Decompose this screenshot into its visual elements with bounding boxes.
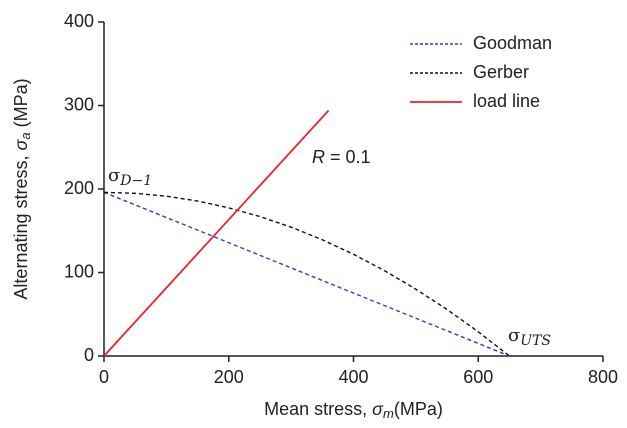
x-axis-label-symbol: σ	[372, 399, 384, 419]
legend-label: load line	[473, 91, 540, 111]
annotation-sub: D−1	[119, 173, 152, 189]
y-axis-label-sub: a	[18, 132, 33, 139]
series-line	[103, 109, 330, 357]
annotation-symbol: σ	[508, 325, 520, 346]
y-axis-label-symbol: σ	[11, 139, 31, 151]
x-axis-label-unit: (MPa)	[394, 399, 443, 419]
y-axis-label-text: Alternating stress,	[11, 151, 31, 300]
annotation-sub: UTS	[520, 333, 551, 349]
y-axis-label: Alternating stress, σa (MPa)	[11, 78, 34, 299]
x-axis-label-text: Mean stress,	[264, 399, 372, 419]
legend-label: Gerber	[473, 62, 529, 82]
y-axis-label-unit: (MPa)	[11, 78, 31, 132]
x-tick-label: 200	[214, 367, 244, 387]
annotation: σUTS	[508, 325, 551, 349]
x-tick-label: 800	[588, 367, 618, 387]
series-line	[103, 191, 510, 357]
x-tick-label: 600	[463, 367, 493, 387]
annotation-italic: R	[312, 147, 325, 167]
x-axis-label: Mean stress, σm(MPa)	[264, 399, 443, 422]
annotation-symbol: σ	[108, 165, 120, 186]
y-tick-label: 300	[64, 94, 94, 114]
legend-label: Goodman	[473, 33, 552, 53]
annotation: R = 0.1	[312, 147, 371, 167]
y-tick-label: 400	[64, 11, 94, 31]
annotation: σD−1	[108, 165, 152, 189]
annotation-text: = 0.1	[325, 147, 371, 167]
x-tick-label: 400	[338, 367, 368, 387]
y-tick-label: 200	[64, 178, 94, 198]
y-tick-label: 100	[64, 261, 94, 281]
x-axis-label-sub: m	[383, 406, 394, 421]
y-tick-label: 0	[84, 345, 94, 365]
x-tick-label: 0	[99, 367, 109, 387]
